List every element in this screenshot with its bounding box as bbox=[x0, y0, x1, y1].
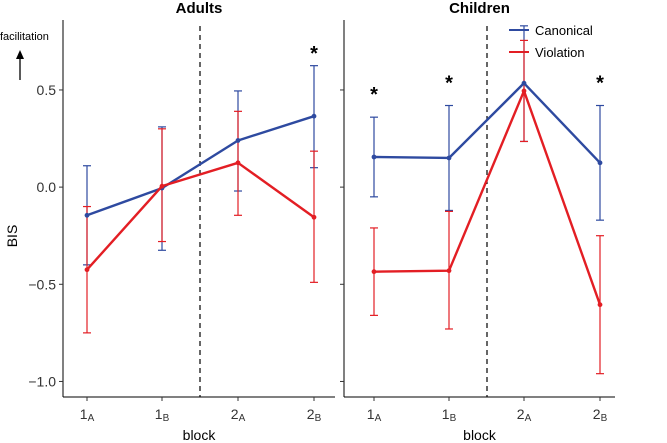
series-line-violation bbox=[373, 89, 602, 306]
data-point-violation bbox=[597, 302, 603, 308]
data-point-violation bbox=[159, 183, 165, 189]
panel-title-adults: Adults bbox=[176, 0, 223, 17]
data-point-violation bbox=[521, 88, 527, 94]
data-point-violation bbox=[235, 160, 241, 166]
x-tick-label: 1B bbox=[442, 406, 457, 424]
data-point-canonical bbox=[371, 154, 377, 160]
x-axis-title: block bbox=[183, 427, 217, 443]
x-tick-label: 1A bbox=[80, 406, 95, 424]
series-line-canonical bbox=[373, 81, 601, 164]
x-tick-label: 1B bbox=[155, 406, 170, 424]
y-tick-label: −0.5 bbox=[28, 276, 56, 292]
panel-children: Children 1A 1B 2A 2B block * * * bbox=[340, 0, 615, 443]
data-point-canonical bbox=[235, 138, 241, 143]
x-tick-label: 2B bbox=[593, 406, 608, 424]
legend-label-violation: Violation bbox=[535, 45, 585, 60]
x-axis-title: block bbox=[463, 427, 497, 443]
x-tick-label: 1A bbox=[367, 406, 382, 424]
data-point-canonical bbox=[597, 160, 603, 166]
facilitation-label: facilitation bbox=[0, 31, 49, 43]
panel-adults: Adults 0.5 0.0 −0.5 −1.0 1A 1B 2A 2B block * bbox=[28, 0, 335, 443]
y-axis-title: BIS bbox=[4, 225, 20, 248]
x-tick-label: 2B bbox=[307, 406, 322, 424]
data-point-violation bbox=[446, 268, 452, 274]
series-line-violation bbox=[86, 161, 315, 271]
x-tick-label: 2A bbox=[231, 406, 246, 424]
legend-label-canonical: Canonical bbox=[535, 23, 593, 38]
facilitation-arrow-icon bbox=[16, 50, 24, 80]
significance-star: * bbox=[310, 43, 318, 65]
data-point-violation bbox=[311, 214, 317, 220]
y-tick-label: 0.5 bbox=[37, 82, 57, 98]
legend: Canonical Violation bbox=[509, 23, 593, 60]
series-line-canonical bbox=[86, 115, 315, 217]
data-point-violation bbox=[84, 267, 90, 273]
data-point-canonical bbox=[311, 113, 317, 119]
data-point-canonical bbox=[84, 212, 90, 218]
significance-star: * bbox=[445, 73, 453, 95]
y-tick-label: −1.0 bbox=[28, 373, 56, 389]
data-point-violation bbox=[371, 269, 377, 275]
y-tick-label: 0.0 bbox=[37, 179, 57, 195]
significance-star: * bbox=[596, 73, 604, 95]
data-point-canonical bbox=[446, 155, 452, 161]
data-point-canonical bbox=[521, 80, 527, 86]
panel-title-children: Children bbox=[449, 0, 510, 17]
significance-star: * bbox=[370, 84, 378, 106]
x-tick-label: 2A bbox=[517, 406, 532, 424]
